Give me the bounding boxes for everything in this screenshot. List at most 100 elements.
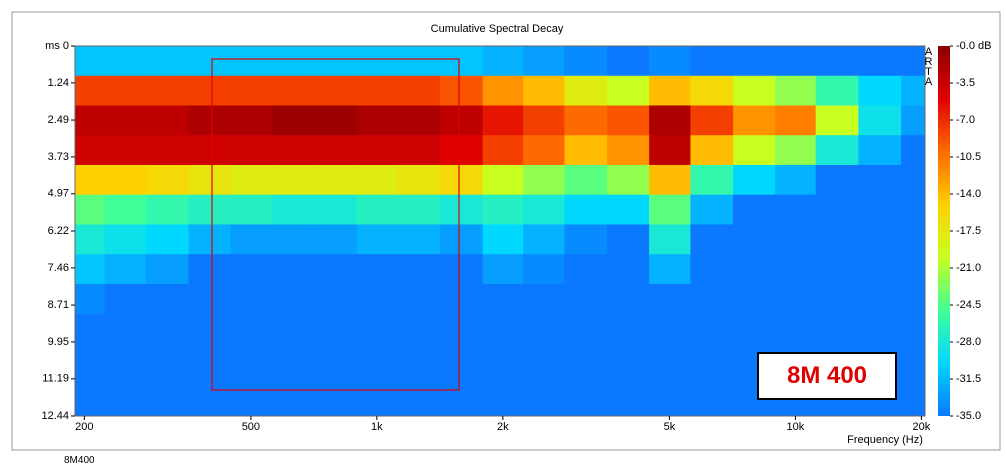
heatmap-cell bbox=[145, 224, 190, 255]
heatmap-cell bbox=[523, 105, 565, 136]
heatmap-cell bbox=[901, 224, 925, 255]
heatmap-cell bbox=[858, 105, 902, 136]
heatmap-cell bbox=[271, 75, 316, 106]
heatmap-cell bbox=[901, 75, 925, 106]
heatmap-cell bbox=[901, 194, 925, 225]
heatmap-cell bbox=[230, 164, 273, 196]
heatmap-cell bbox=[564, 194, 608, 225]
x-tick-label: 5k bbox=[664, 421, 676, 433]
heatmap-cell bbox=[607, 135, 650, 166]
heatmap-cell bbox=[314, 105, 358, 136]
heatmap-cell bbox=[523, 135, 565, 166]
heatmap-cell bbox=[690, 105, 734, 136]
heatmap-cell bbox=[482, 254, 524, 285]
heatmap-cell bbox=[607, 283, 650, 315]
heatmap-cell bbox=[75, 254, 106, 285]
heatmap-cell bbox=[901, 46, 925, 77]
heatmap-cell bbox=[733, 164, 776, 196]
heatmap-cell bbox=[439, 164, 484, 196]
heatmap-cell bbox=[188, 164, 232, 196]
heatmap-cell bbox=[145, 105, 190, 136]
colorbar-tick-label: -17.5 bbox=[956, 225, 981, 237]
heatmap-cell bbox=[356, 75, 398, 106]
heatmap-cell bbox=[607, 164, 650, 196]
colorbar-tick-label: -21.0 bbox=[956, 262, 981, 274]
heatmap-cell bbox=[271, 254, 316, 285]
footer: 8M400 bbox=[64, 455, 95, 466]
heatmap-cell bbox=[230, 75, 273, 106]
heatmap-cell bbox=[901, 135, 925, 166]
heatmap-cell bbox=[439, 283, 484, 315]
heatmap-cell bbox=[690, 283, 734, 315]
colorbar-tick-label: -3.5 bbox=[956, 77, 975, 89]
heatmap-cell bbox=[271, 194, 316, 225]
heatmap-cell bbox=[356, 135, 398, 166]
heatmap-cell bbox=[397, 105, 441, 136]
heatmap-cell bbox=[145, 135, 190, 166]
heatmap-cell bbox=[188, 75, 232, 106]
heatmap-cell bbox=[397, 46, 441, 77]
heatmap-cell bbox=[188, 254, 232, 285]
heatmap-cell bbox=[75, 224, 106, 255]
heatmap-cell bbox=[356, 194, 398, 225]
heatmap-cell bbox=[439, 105, 484, 136]
heatmap-cell bbox=[901, 164, 925, 196]
heatmap-cell bbox=[75, 194, 106, 225]
heatmap-cell bbox=[523, 254, 565, 285]
heatmap-cell bbox=[314, 224, 358, 255]
heatmap-cell bbox=[188, 224, 232, 255]
heatmap-cell bbox=[104, 105, 147, 136]
heatmap-cell bbox=[733, 224, 776, 255]
heatmap-cell bbox=[815, 254, 859, 285]
colorbar-tick-label: -31.5 bbox=[956, 373, 981, 385]
heatmap-cell bbox=[775, 224, 817, 255]
heatmap-cell bbox=[230, 224, 273, 255]
heatmap-cell bbox=[733, 105, 776, 136]
heatmap-cell bbox=[314, 283, 358, 315]
heatmap-cell bbox=[397, 75, 441, 106]
heatmap-cell bbox=[564, 164, 608, 196]
heatmap-cell bbox=[901, 254, 925, 285]
highlight-box bbox=[211, 58, 460, 391]
heatmap-cell bbox=[230, 283, 273, 315]
heatmap-cell bbox=[564, 224, 608, 255]
heatmap-cell bbox=[523, 194, 565, 225]
heatmap-cell bbox=[104, 46, 147, 77]
heatmap-cell bbox=[188, 105, 232, 136]
colorbar-tick-label: -7.0 bbox=[956, 114, 975, 126]
x-tick-label: 10k bbox=[787, 421, 805, 433]
heatmap-cell bbox=[649, 283, 691, 315]
heatmap-cell bbox=[397, 194, 441, 225]
brand: ARTA bbox=[924, 46, 933, 88]
heatmap-cell bbox=[145, 194, 190, 225]
heatmap-cell bbox=[775, 164, 817, 196]
heatmap-cell bbox=[775, 254, 817, 285]
heatmap-cell bbox=[901, 105, 925, 136]
heatmap-cell bbox=[690, 135, 734, 166]
heatmap-cell bbox=[230, 46, 273, 77]
heatmap-cell bbox=[815, 105, 859, 136]
heatmap-cell bbox=[356, 254, 398, 285]
heatmap-cell bbox=[815, 135, 859, 166]
y-tick-label: 8.71 bbox=[48, 299, 69, 311]
heatmap-cell bbox=[523, 46, 565, 77]
y-tick-label: 6.22 bbox=[48, 225, 69, 237]
heatmap-cell bbox=[733, 46, 776, 77]
y-tick-label: 7.46 bbox=[48, 262, 69, 274]
heatmap-cell bbox=[75, 46, 106, 77]
heatmap-cell bbox=[815, 224, 859, 255]
heatmap-cell bbox=[439, 194, 484, 225]
heatmap-cell bbox=[858, 164, 902, 196]
heatmap-cell bbox=[104, 164, 147, 196]
x-tick-label: 500 bbox=[242, 421, 260, 433]
heatmap-cell bbox=[145, 46, 190, 77]
heatmap-cell bbox=[649, 75, 691, 106]
heatmap-cell bbox=[104, 194, 147, 225]
y-tick-label: 11.19 bbox=[42, 373, 69, 385]
heatmap-cell bbox=[75, 283, 106, 315]
heatmap-cell bbox=[564, 254, 608, 285]
heatmap-cell bbox=[439, 224, 484, 255]
heatmap-cell bbox=[649, 135, 691, 166]
heatmap-cell bbox=[775, 135, 817, 166]
